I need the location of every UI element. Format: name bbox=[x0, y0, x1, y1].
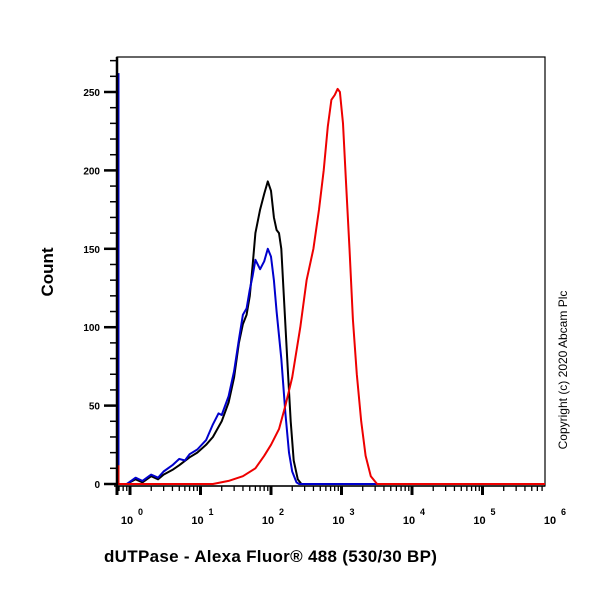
x-tick-label: 10 bbox=[332, 515, 344, 527]
series-blue-line bbox=[117, 73, 545, 485]
x-tick-label: 10 bbox=[262, 515, 274, 527]
x-axis-label: dUTPase - Alexa Fluor® 488 (530/30 BP) bbox=[104, 547, 438, 566]
y-tick-label: 50 bbox=[89, 402, 101, 413]
x-tick-label: 10 bbox=[121, 515, 133, 527]
x-tick-exponent: 2 bbox=[279, 507, 284, 517]
x-tick-exponent: 4 bbox=[420, 507, 425, 517]
x-tick-exponent: 6 bbox=[561, 507, 566, 517]
x-tick-label: 10 bbox=[403, 515, 415, 527]
x-tick-label: 10 bbox=[544, 515, 556, 527]
series-layer bbox=[117, 73, 545, 485]
y-tick-label: 150 bbox=[83, 245, 100, 256]
y-tick-label: 0 bbox=[94, 480, 100, 491]
x-axis-ticks: 10 0 10 1 10 2 10 3 10 4 10 5 10 6 bbox=[115, 486, 566, 527]
plot-frame bbox=[116, 56, 546, 487]
copyright-notice: Copyright (c) 2020 Abcam Plc bbox=[556, 290, 570, 450]
x-tick-exponent: 3 bbox=[350, 507, 355, 517]
x-tick-label: 10 bbox=[473, 515, 485, 527]
y-axis-label: Count bbox=[38, 247, 57, 297]
x-tick-label: 10 bbox=[191, 515, 203, 527]
x-tick-exponent: 5 bbox=[491, 507, 496, 517]
x-tick-exponent: 0 bbox=[138, 507, 143, 517]
y-tick-label: 200 bbox=[83, 166, 100, 177]
y-tick-label: 250 bbox=[83, 88, 100, 99]
series-red-line bbox=[117, 87, 545, 485]
y-axis-ticks: 0 50 100 150 200 250 bbox=[83, 59, 117, 491]
series-black-line bbox=[117, 73, 545, 485]
y-tick-label: 100 bbox=[83, 323, 100, 334]
x-tick-exponent: 1 bbox=[209, 507, 214, 517]
